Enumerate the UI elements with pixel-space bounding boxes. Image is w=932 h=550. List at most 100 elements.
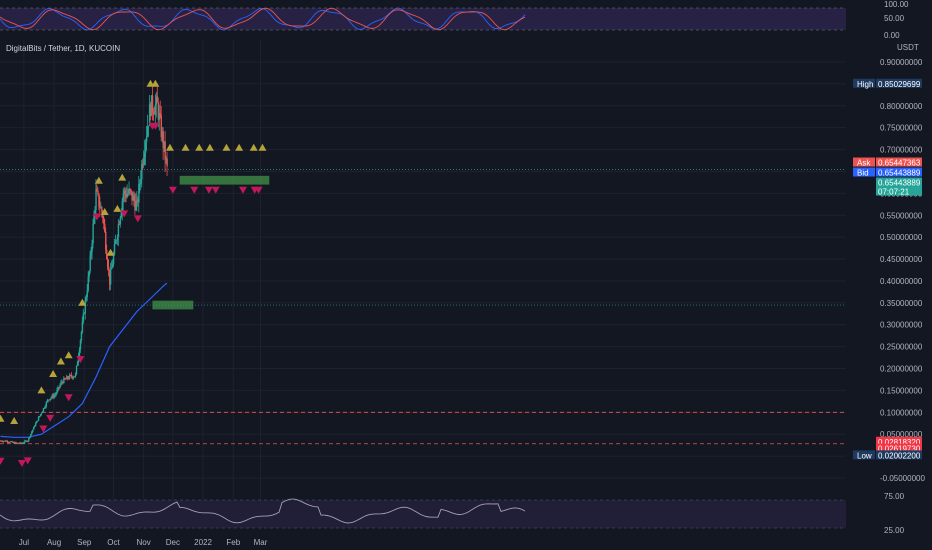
candle-body <box>110 267 113 270</box>
top-indicator-panel <box>0 7 846 31</box>
price-tick-label: 0.90000000 <box>880 58 923 67</box>
price-tick-label: 0.25000000 <box>880 343 923 352</box>
candle-body <box>28 437 30 441</box>
sell-marker <box>168 186 177 194</box>
countdown-bg <box>876 186 922 196</box>
buy-marker <box>113 204 122 212</box>
candle-body <box>106 249 108 259</box>
price-tags: High 0.85029699 Ask 0.65447363 Bid 0.65443889… <box>853 78 922 460</box>
price-tick-label: 0.30000000 <box>880 321 923 330</box>
candle-body <box>86 290 88 297</box>
candle-body <box>8 442 11 443</box>
buy-marker <box>56 357 65 365</box>
candle-body <box>48 399 50 401</box>
candle-body <box>33 426 35 430</box>
candle-body <box>118 224 121 225</box>
candle-body <box>122 193 125 201</box>
candle-body <box>134 200 136 211</box>
stoch-d-line <box>0 7 526 31</box>
top-tick-3: 0.00 <box>884 31 900 40</box>
price-tick-label: 0.10000000 <box>880 408 923 417</box>
bid-label: Bid <box>857 169 869 178</box>
candle-body <box>82 313 85 322</box>
candle-body <box>57 387 59 390</box>
buy-marker <box>249 143 258 151</box>
candle-body <box>157 102 160 120</box>
price-tick-label: 0.40000000 <box>880 277 923 286</box>
high-label-bg <box>853 78 875 88</box>
candle-body <box>100 207 102 209</box>
candle-body <box>50 397 52 399</box>
candle-body <box>12 442 14 444</box>
candle-body <box>146 126 149 136</box>
candle-body <box>23 442 25 444</box>
candle-body <box>137 199 139 203</box>
candle-body <box>120 211 123 218</box>
candle-body <box>11 441 13 443</box>
candle-body <box>119 217 122 225</box>
low-label-bg <box>853 450 875 460</box>
price-tick-label: 0.80000000 <box>880 102 923 111</box>
candle-body <box>30 434 32 437</box>
candle-body <box>108 269 111 285</box>
candle-body <box>92 223 94 244</box>
candle-body <box>7 442 10 443</box>
candle-body <box>125 193 127 198</box>
candle-body <box>74 373 77 377</box>
candle-body <box>62 381 64 384</box>
candle-body <box>44 406 47 408</box>
bottom-indicator-band <box>0 500 846 528</box>
candle-body <box>83 313 86 315</box>
candle-body <box>149 104 152 116</box>
candles <box>0 85 168 445</box>
sell-marker <box>120 210 129 218</box>
bid-value: 0.65443889 <box>878 169 921 178</box>
ask-label: Ask <box>857 159 871 168</box>
candle-body <box>49 398 51 400</box>
sell-marker <box>254 186 263 194</box>
buy-marker <box>195 143 204 151</box>
candle-body <box>76 362 79 366</box>
candle-body <box>96 189 98 191</box>
candle-body <box>55 393 57 395</box>
time-label-feb: Feb <box>226 538 240 547</box>
candle-body <box>132 195 134 201</box>
candle-body <box>71 376 74 379</box>
bottom-tick-1: 75.00 <box>884 492 905 501</box>
high-value-bg <box>876 78 922 88</box>
candle-body <box>164 141 166 160</box>
candle-body <box>17 442 19 444</box>
chart-title: DigitalBits / Tether, 1D, KUCOIN <box>6 44 120 53</box>
candle-body <box>41 411 44 414</box>
candle-body <box>102 212 104 219</box>
candle-body <box>85 296 88 301</box>
price-tick-label: 0.05000000 <box>880 430 923 439</box>
candle-body <box>123 190 125 194</box>
price-tick-label: -0.05000000 <box>880 474 925 483</box>
candle-body <box>0 440 2 442</box>
candle-body <box>80 331 83 341</box>
red-value-2-bg <box>876 443 922 453</box>
candle-body <box>88 271 90 277</box>
buy-marker <box>100 208 109 216</box>
low-value-bg <box>876 450 922 460</box>
candle-body <box>159 113 162 116</box>
candle-body <box>61 381 63 383</box>
buy-marker <box>222 143 231 151</box>
candle-body <box>75 365 78 374</box>
candle-body <box>39 414 42 417</box>
candle-body <box>142 164 144 166</box>
candle-body <box>31 431 33 435</box>
candle-body <box>72 376 75 379</box>
candle-body <box>52 395 54 398</box>
red-value-2: 0.02619730 <box>878 445 921 454</box>
bottom-tick-2: 25.00 <box>884 526 905 535</box>
candle-body <box>21 443 23 444</box>
candle-body <box>0 440 3 442</box>
candle-body <box>94 210 96 215</box>
candle-body <box>108 266 110 270</box>
price-tick-label: 0.55000000 <box>880 211 923 220</box>
candle-body <box>116 236 119 241</box>
candle-body <box>16 442 18 444</box>
